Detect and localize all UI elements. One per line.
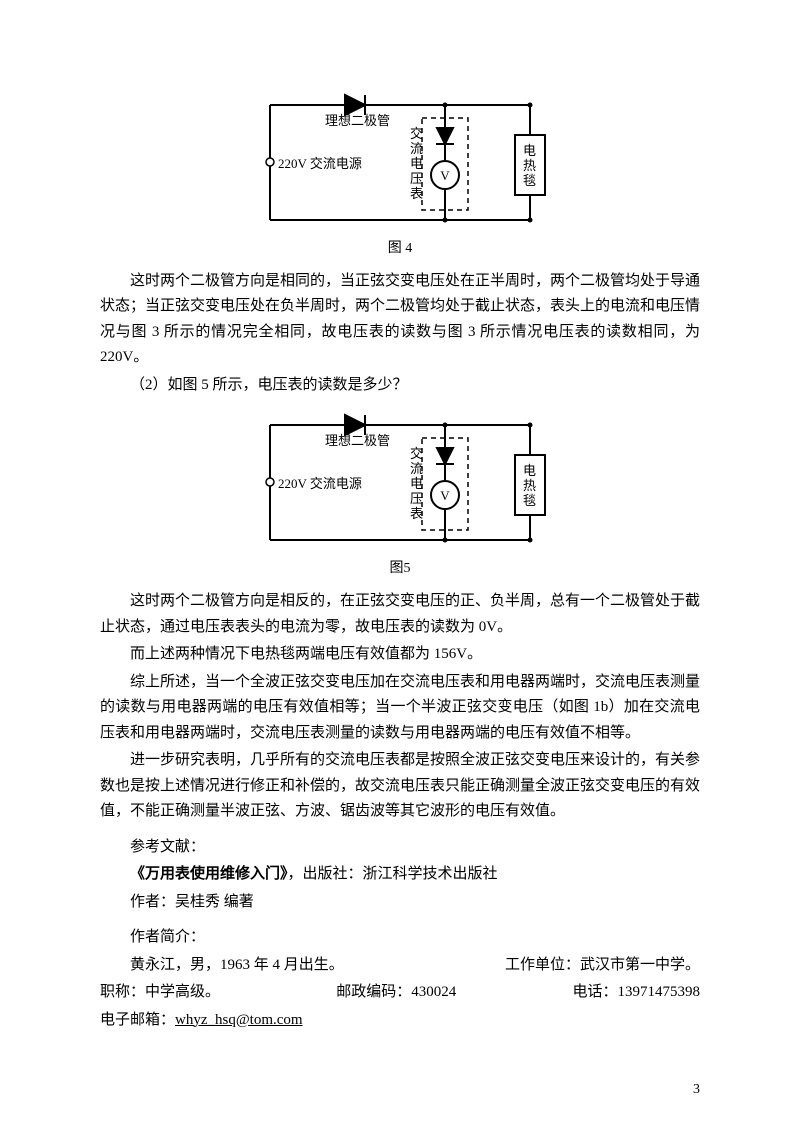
bio-email-line: 电子邮箱：whyz_hsq@tom.com — [100, 1008, 700, 1034]
svg-text:流: 流 — [410, 141, 423, 156]
diode-label: 理想二极管 — [325, 433, 390, 448]
figure-5-caption: 图5 — [390, 557, 411, 581]
svg-text:压: 压 — [410, 491, 423, 506]
meter-symbol: V — [440, 168, 450, 183]
reference-book-title: 《万用表使用维修入门》 — [130, 866, 288, 882]
voltmeter-label-1: 交 — [410, 126, 423, 141]
svg-text:表: 表 — [410, 186, 423, 201]
bio-zip: 邮政编码：430024 — [336, 980, 456, 1006]
paragraph-5: 综上所述，当一个全波正弦交变电压加在交流电压表和用电器两端时，交流电压表测量的读… — [100, 670, 700, 747]
svg-text:表: 表 — [410, 506, 423, 521]
bio-email: whyz_hsq@tom.com — [175, 1012, 303, 1028]
figure-5: V 理想二极管 220V 交流电源 交 流 电 压 表 电 热 毯 图5 — [100, 400, 700, 581]
bio-line-1: 黄永江，男，1963 年 4 月出生。 工作单位：武汉市第一中学。 — [100, 953, 700, 979]
figure-4-caption: 图 4 — [388, 237, 413, 261]
diode-label: 理想二极管 — [325, 113, 390, 128]
reference-publisher: ，出版社：浙江科学技术出版社 — [288, 866, 498, 882]
bio-line-2: 职称：中学高级。 邮政编码：430024 电话：13971475398 — [100, 980, 700, 1006]
bio-workplace: 工作单位：武汉市第一中学。 — [475, 953, 700, 979]
svg-text:电: 电 — [410, 476, 423, 491]
svg-text:毯: 毯 — [523, 493, 536, 508]
paragraph-1: 这时两个二极管方向是相同的，当正弦交变电压处在正半周时，两个二极管均处于导通状态… — [100, 269, 700, 371]
figure-4: V 理想二极管 220V 交流电源 交 流 电 压 表 电 热 毯 图 4 — [100, 80, 700, 261]
voltmeter-label-2: 交 — [410, 446, 423, 461]
bio-email-label: 电子邮箱： — [100, 1012, 175, 1028]
paragraph-6: 进一步研究表明，几乎所有的交流电压表都是按照全波正弦交变电压来设计的，有关参数也… — [100, 748, 700, 825]
page-number: 3 — [693, 1078, 700, 1102]
svg-text:电: 电 — [410, 156, 423, 171]
paragraph-3: 这时两个二极管方向是相反的，在正弦交变电压的正、负半周，总有一个二极管处于截止状… — [100, 589, 700, 640]
bio-name: 黄永江，男，1963 年 4 月出生。 — [100, 953, 344, 979]
source-label: 220V 交流电源 — [278, 476, 362, 491]
paragraph-2: （2）如图 5 所示，电压表的读数是多少？ — [100, 373, 700, 399]
meter-symbol: V — [440, 488, 450, 503]
load-label-1: 电 — [523, 143, 536, 158]
svg-text:热: 热 — [523, 478, 536, 493]
bio-label: 作者简介： — [100, 925, 700, 951]
references-label: 参考文献： — [100, 835, 700, 861]
circuit-5-svg: V 理想二极管 220V 交流电源 交 流 电 压 表 电 热 毯 — [250, 400, 550, 555]
bio-phone: 电话：13971475398 — [573, 980, 701, 1006]
svg-text:热: 热 — [523, 158, 536, 173]
circuit-4-svg: V 理想二极管 220V 交流电源 交 流 电 压 表 电 热 毯 — [250, 80, 550, 235]
source-label: 220V 交流电源 — [278, 156, 362, 171]
reference-author: 作者：吴桂秀 编著 — [100, 890, 700, 916]
load-label-2: 电 — [523, 463, 536, 478]
svg-text:毯: 毯 — [523, 173, 536, 188]
bio-job: 职称：中学高级。 — [100, 980, 220, 1006]
svg-text:流: 流 — [410, 461, 423, 476]
paragraph-4: 而上述两种情况下电热毯两端电压有效值都为 156V。 — [100, 642, 700, 668]
svg-text:压: 压 — [410, 171, 423, 186]
author-bio: 作者简介： 黄永江，男，1963 年 4 月出生。 工作单位：武汉市第一中学。 … — [100, 925, 700, 1033]
reference-book-line: 《万用表使用维修入门》，出版社：浙江科学技术出版社 — [100, 862, 700, 888]
